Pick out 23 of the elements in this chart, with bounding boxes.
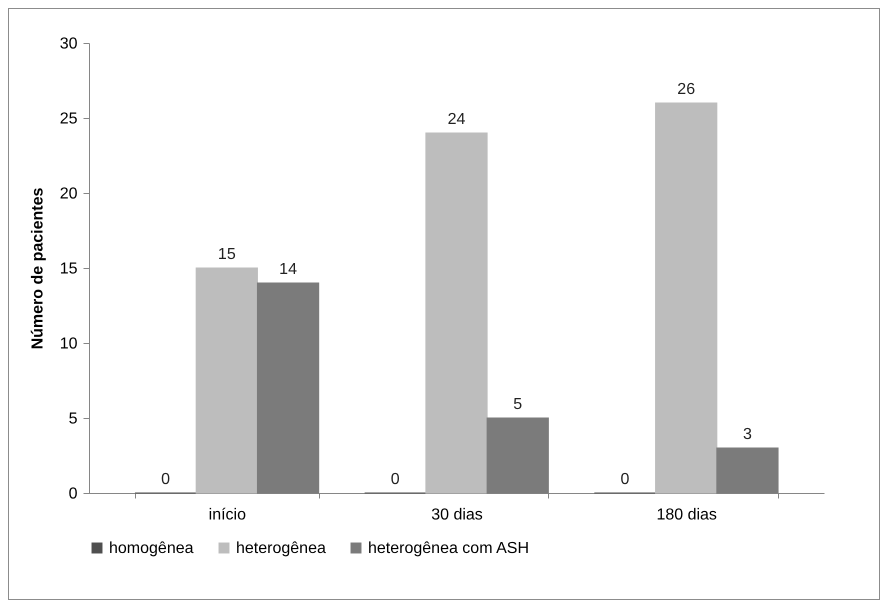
y-tick-label: 15	[60, 260, 78, 278]
legend-label: homogênea	[109, 540, 194, 557]
data-label: 5	[513, 396, 522, 413]
y-tick-label: 30	[60, 36, 78, 52]
y-tick-label: 10	[60, 336, 78, 352]
data-label: 24	[448, 111, 466, 128]
y-tick-label: 25	[60, 110, 78, 128]
x-tick-label: 180 dias	[656, 506, 717, 524]
data-label: 26	[677, 81, 696, 98]
data-label: 14	[279, 261, 298, 278]
data-label: 3	[742, 426, 752, 443]
y-tick-label: 5	[68, 410, 78, 428]
y-axis-title: Número de pacientes	[30, 187, 47, 350]
x-tick-label: 30 dias	[431, 506, 483, 524]
legend-label: heterogênea	[236, 540, 326, 557]
y-tick-label: 20	[60, 186, 78, 202]
data-label: 0	[620, 471, 630, 488]
data-label: 0	[161, 471, 170, 488]
y-tick-label: 0	[68, 486, 78, 502]
legend-label: heterogênea com ASH	[368, 540, 529, 557]
data-label: 0	[390, 471, 400, 488]
x-tick-label: início	[208, 506, 246, 524]
data-label: 15	[218, 246, 236, 263]
